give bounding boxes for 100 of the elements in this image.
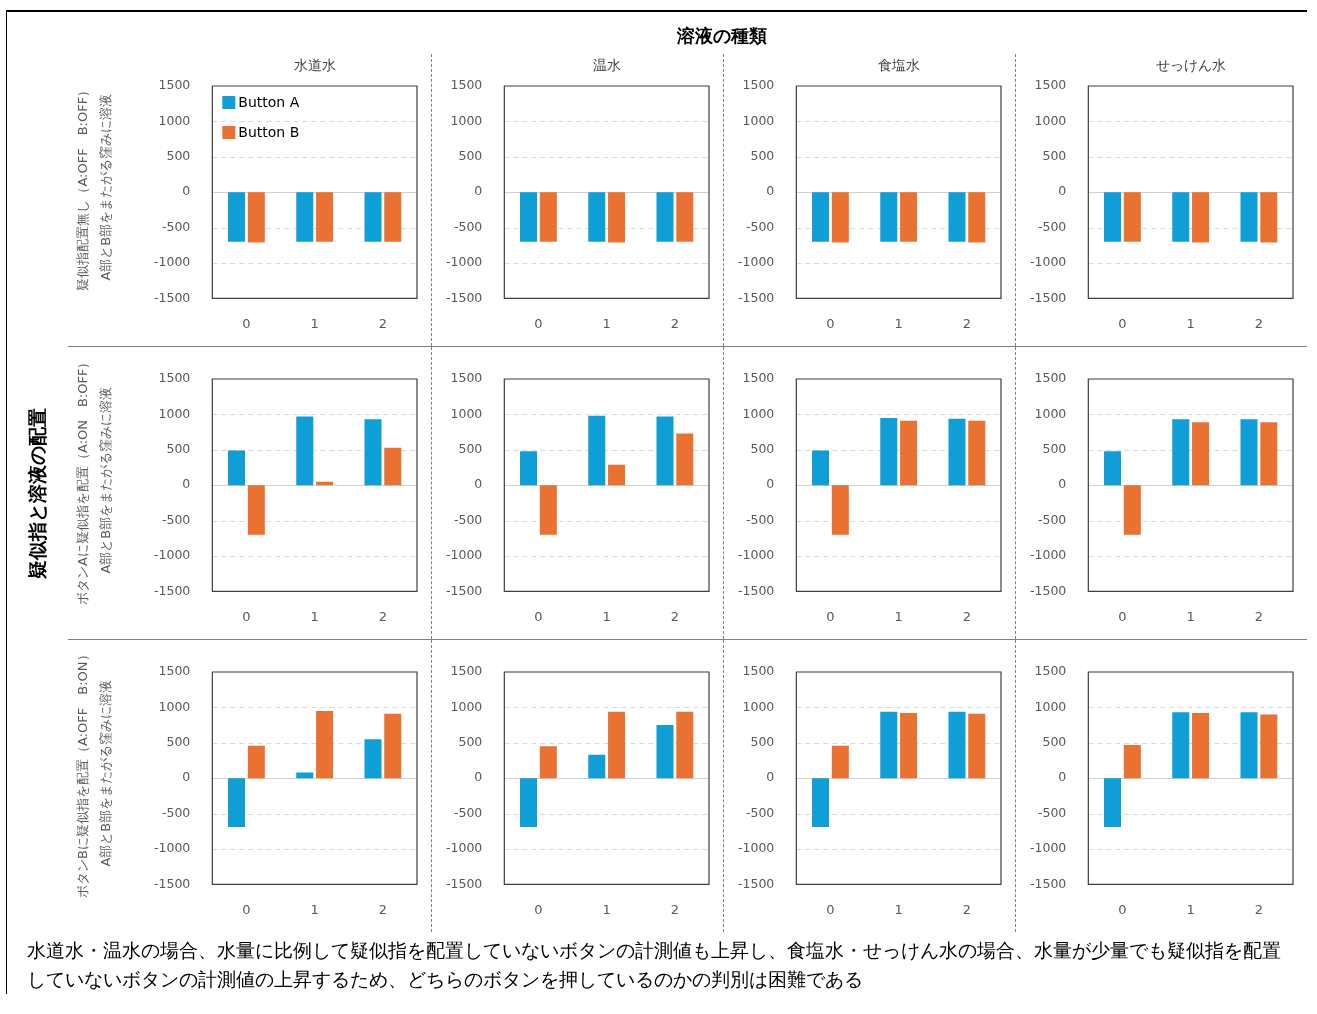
x-tick-label: 1 [894,608,903,624]
x-tick-label: 1 [602,608,611,624]
bar [316,710,334,779]
x-tick-label: 0 [1118,608,1127,624]
y-tick-label: 0 [1058,769,1067,785]
bar [900,713,918,779]
bar [384,713,402,779]
x-tick-label: 2 [378,608,388,624]
x-tick-label: 2 [1254,315,1264,331]
y-tick-label: -1000 [737,547,775,563]
y-tick-label: -500 [745,218,775,234]
chart-title: 食塩水 [877,56,920,73]
y-tick-label: 500 [166,148,191,164]
bar [1192,713,1210,779]
y-tick-label: -500 [1037,804,1067,820]
bar [968,713,986,779]
bar [656,725,674,779]
x-tick-label: 2 [962,315,972,331]
y-tick-label: 0 [766,769,775,785]
bar [812,778,830,828]
x-tick-label: 2 [670,608,680,624]
y-tick-label: -1500 [1029,582,1067,598]
y-tick-label: 1500 [158,370,191,386]
y-tick-label: 1000 [1034,698,1067,714]
bar [1172,712,1190,779]
y-tick-label: 1000 [1034,405,1067,421]
bar [1172,419,1190,486]
y-tick-label: 1000 [450,698,483,714]
x-tick-label: 1 [894,901,903,917]
y-tick-label: -1000 [445,254,483,270]
legend-label: Button B [238,123,300,140]
bar [676,433,694,486]
bar [1260,714,1278,779]
bar [247,745,265,779]
bar [296,416,314,486]
y-tick-label: -1500 [1029,875,1067,891]
y-tick-label: 500 [166,441,191,457]
x-tick-label: 0 [242,315,251,331]
text: 疑似指と溶液の配置 [24,407,49,579]
x-tick-label: 1 [602,315,611,331]
y-tick-label: 500 [458,441,483,457]
text: 溶液の種類 [676,24,768,48]
bar [520,451,538,486]
y-tick-label: 500 [750,441,775,457]
y-tick-label: -500 [745,511,775,527]
y-tick-label: 0 [474,476,483,492]
bar [1104,778,1122,828]
bar [520,778,538,828]
x-tick-label: 0 [1118,315,1127,331]
x-tick-label: 1 [310,608,319,624]
bar [228,450,246,486]
y-tick-label: 1000 [1034,112,1067,128]
y-tick-label: 1500 [1034,663,1067,679]
x-tick-label: 0 [534,901,543,917]
bar [228,778,246,828]
y-axis-title: ボタンAに疑似指を配置（A:ON B:OFF） A部とB部をまたがる窪みに溶液 [75,355,114,605]
bar [948,711,966,779]
x-tick-label: 2 [378,901,388,917]
bar [831,485,849,535]
y-tick-label: 1500 [450,370,483,386]
x-tick-label: 0 [826,608,835,624]
y-tick-label: -1000 [1029,254,1067,270]
y-tick-label: 1500 [742,370,775,386]
bar [1240,419,1258,486]
bar [539,746,557,779]
y-tick-label: 0 [766,183,775,199]
y-tick-label: -1000 [1029,840,1067,856]
y-tick-label: -500 [453,804,483,820]
x-tick-label: 1 [310,315,319,331]
y-tick-label: -1500 [737,582,775,598]
y-tick-label: 1500 [742,663,775,679]
y-tick-label: -500 [453,218,483,234]
text: 水道水・温水の場合、水量に比例して疑似指を配置していないボタンの計測値も上昇し、食塩水・せっけん水の場合、水量が少量でも疑似指を配置していないボタンの計測値の上昇するため、どちらのボタンを押しているのかの判別は困難である [27,939,1282,992]
y-tick-label: -1500 [153,582,191,598]
bar [1123,744,1141,779]
x-tick-label: 1 [1186,315,1195,331]
x-tick-label: 2 [670,315,680,331]
y-tick-label: 500 [1042,441,1067,457]
y-tick-label: 0 [1058,183,1067,199]
bar [656,416,674,486]
bar [831,745,849,779]
bar [364,419,382,486]
x-tick-label: 1 [1186,901,1195,917]
y-tick-label: 1500 [450,77,483,93]
bar [880,417,898,486]
y-tick-label: 0 [182,183,191,199]
y-tick-label: -1500 [153,875,191,891]
bar [1240,712,1258,779]
x-tick-label: 0 [534,608,543,624]
y-tick-label: -500 [745,804,775,820]
y-tick-label: 500 [1042,148,1067,164]
y-tick-label: -1500 [737,875,775,891]
bar [539,485,557,535]
y-tick-label: 0 [1058,476,1067,492]
bar [1260,422,1278,486]
y-tick-label: -1000 [153,840,191,856]
y-tick-label: 500 [458,734,483,750]
legend-label: Button A [238,93,300,110]
x-tick-label: 0 [826,901,835,917]
y-tick-label: 500 [750,148,775,164]
